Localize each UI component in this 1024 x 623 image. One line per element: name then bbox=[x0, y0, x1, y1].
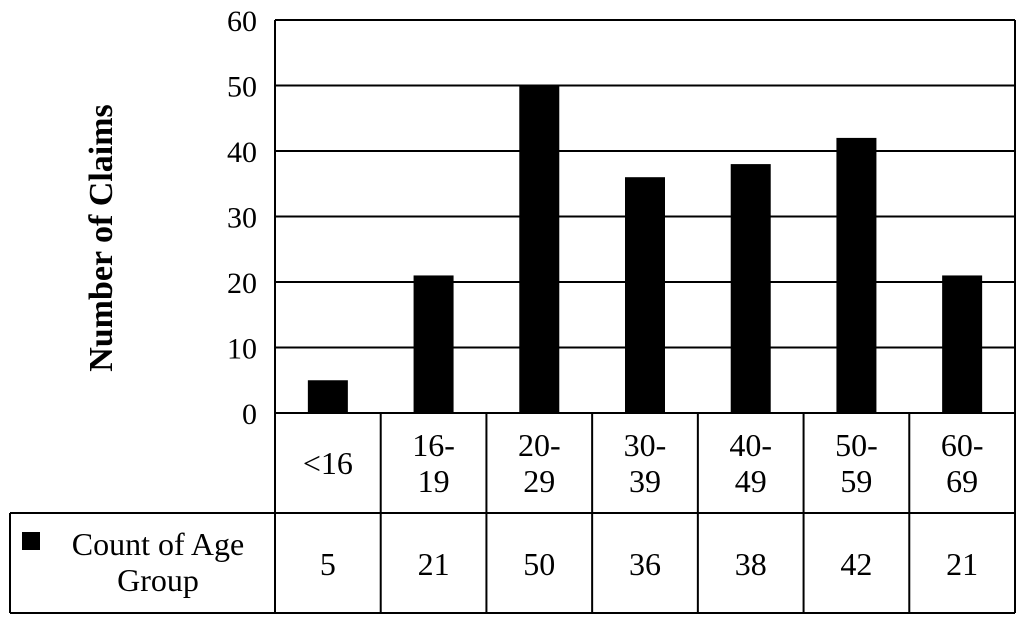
y-axis-label: Number of Claims bbox=[83, 104, 120, 372]
x-category-label: 40- bbox=[729, 427, 772, 463]
y-tick-label: 60 bbox=[227, 5, 257, 38]
bar bbox=[625, 177, 665, 413]
x-category-label: 30- bbox=[624, 427, 667, 463]
x-category-label: 29 bbox=[523, 463, 555, 499]
bars bbox=[307, 85, 983, 413]
data-value-label: 38 bbox=[735, 546, 767, 582]
x-category-label: 69 bbox=[946, 463, 978, 499]
legend-swatch bbox=[22, 532, 40, 550]
legend-label: Group bbox=[117, 562, 199, 598]
data-table: <16 5 16-19 21 20-29 50 30-39 36 40-49 38 50-59 42 6… bbox=[9, 413, 1016, 614]
x-category-label: 20- bbox=[518, 427, 561, 463]
y-tick-label: 10 bbox=[227, 333, 257, 366]
data-value-label: 21 bbox=[946, 546, 978, 582]
y-tick-label: 50 bbox=[227, 71, 257, 104]
y-tick-label: 0 bbox=[242, 398, 257, 431]
data-value-label: 5 bbox=[320, 546, 336, 582]
data-value-label: 50 bbox=[523, 546, 555, 582]
y-tick-label: 20 bbox=[227, 267, 257, 300]
bar bbox=[730, 164, 771, 413]
bar bbox=[413, 275, 454, 413]
bar bbox=[942, 275, 983, 413]
data-value-label: 36 bbox=[629, 546, 661, 582]
x-category-label: 39 bbox=[629, 463, 661, 499]
x-category-label: 50- bbox=[835, 427, 878, 463]
y-tick-label: 40 bbox=[227, 136, 257, 169]
x-category-label: 16- bbox=[412, 427, 455, 463]
x-category-label: <16 bbox=[303, 445, 353, 481]
bar bbox=[519, 85, 560, 413]
bar bbox=[836, 137, 877, 413]
y-tick-label: 30 bbox=[227, 202, 257, 235]
data-value-label: 42 bbox=[840, 546, 872, 582]
bar bbox=[307, 380, 348, 413]
x-category-label: 49 bbox=[735, 463, 767, 499]
y-axis-ticks: 0 10 20 30 40 50 60 bbox=[227, 5, 257, 431]
data-value-label: 21 bbox=[418, 546, 450, 582]
legend-label: Count of Age bbox=[72, 526, 244, 562]
x-category-label: 19 bbox=[418, 463, 450, 499]
x-category-label: 59 bbox=[840, 463, 872, 499]
x-category-label: 60- bbox=[941, 427, 984, 463]
